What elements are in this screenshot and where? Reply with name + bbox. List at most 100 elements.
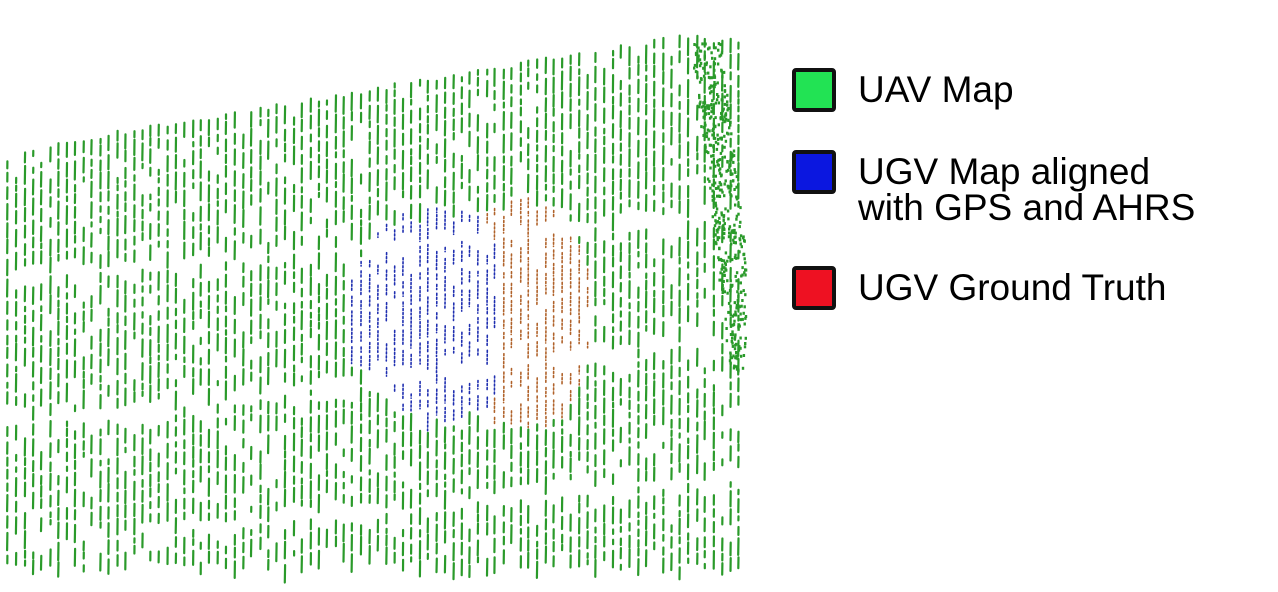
uav-point [737, 325, 740, 329]
uav-point [735, 197, 739, 201]
uav-point [744, 261, 747, 265]
blue-square-icon [792, 150, 836, 194]
uav-point [716, 93, 719, 96]
uav-point [740, 304, 743, 308]
uav-point [726, 209, 730, 213]
uav-point [712, 154, 715, 157]
uav-point [737, 327, 740, 331]
uav-point [705, 131, 709, 135]
uav-point [714, 140, 718, 144]
uav-point [730, 339, 733, 343]
uav-point [732, 179, 735, 183]
uav-point [721, 118, 725, 122]
uav-point [718, 221, 721, 225]
uav-point [696, 75, 699, 79]
uav-point [732, 154, 736, 158]
uav-point [718, 236, 721, 240]
uav-point [735, 185, 738, 189]
uav-point [733, 337, 737, 341]
uav-point [733, 228, 736, 232]
uav-point [722, 214, 726, 218]
uav-point [704, 143, 707, 147]
uav-point [723, 145, 726, 149]
uav-point [707, 137, 710, 141]
uav-point [734, 333, 737, 337]
uav-point [728, 225, 732, 229]
uav-point [725, 327, 728, 330]
uav-point [739, 318, 742, 322]
uav-point [722, 70, 726, 74]
uav-point [730, 194, 733, 198]
uav-point [716, 62, 720, 66]
uav-point [726, 168, 730, 172]
uav-point [719, 271, 722, 275]
uav-point [727, 301, 731, 305]
uav-point [732, 354, 735, 358]
uav-point [711, 99, 714, 103]
uav-point [738, 238, 742, 242]
uav-point [733, 319, 736, 323]
uav-point [709, 91, 712, 95]
uav-point [719, 53, 723, 57]
uav-point [721, 291, 724, 294]
uav-point [720, 267, 723, 271]
uav-point [719, 136, 722, 140]
uav-point [738, 345, 741, 349]
uav-point [734, 274, 737, 278]
uav-point [711, 133, 714, 137]
uav-point [711, 215, 714, 219]
uav-point [713, 136, 717, 140]
uav-point [737, 323, 740, 327]
uav-point [728, 163, 731, 167]
uav-point [733, 236, 736, 240]
uav-point [705, 61, 708, 65]
uav-point [744, 342, 747, 345]
uav-point [711, 109, 715, 113]
uav-point [730, 184, 733, 188]
uav-point [730, 155, 733, 159]
uav-point [717, 42, 721, 46]
uav-point [713, 197, 716, 201]
uav-point [734, 231, 737, 235]
uav-point [724, 139, 728, 143]
uav-point [729, 120, 732, 124]
uav-point [707, 71, 710, 75]
uav-point [726, 160, 729, 164]
uav-point [733, 335, 737, 339]
uav-point [734, 310, 737, 314]
uav-point [720, 98, 723, 102]
uav-map-point-cloud [5, 34, 748, 584]
uav-point [702, 66, 705, 70]
uav-point [704, 112, 708, 116]
uav-point [744, 293, 747, 297]
uav-point [735, 217, 738, 221]
uav-point [744, 315, 748, 318]
uav-point [710, 110, 713, 114]
legend-item-ugv-ground-truth: UGV Ground Truth [792, 266, 1278, 310]
uav-point [743, 322, 746, 326]
uav-point [732, 313, 736, 317]
uav-point [717, 95, 720, 98]
uav-point [742, 252, 746, 256]
uav-point [716, 236, 719, 240]
uav-point [693, 63, 697, 67]
uav-point [723, 194, 726, 198]
uav-point [718, 171, 722, 175]
uav-point [728, 289, 732, 292]
uav-point [720, 68, 723, 72]
uav-point [722, 236, 725, 240]
uav-point [705, 150, 708, 154]
uav-point [735, 306, 738, 310]
uav-point [727, 255, 730, 259]
uav-point [704, 105, 707, 109]
uav-point [698, 80, 702, 84]
uav-point [735, 256, 738, 260]
uav-point [737, 183, 740, 187]
uav-point [698, 93, 701, 97]
uav-point [710, 160, 714, 164]
uav-point [697, 59, 700, 63]
uav-point [730, 172, 733, 176]
uav-point [731, 330, 734, 334]
uav-point [724, 112, 728, 116]
uav-point [713, 232, 716, 236]
